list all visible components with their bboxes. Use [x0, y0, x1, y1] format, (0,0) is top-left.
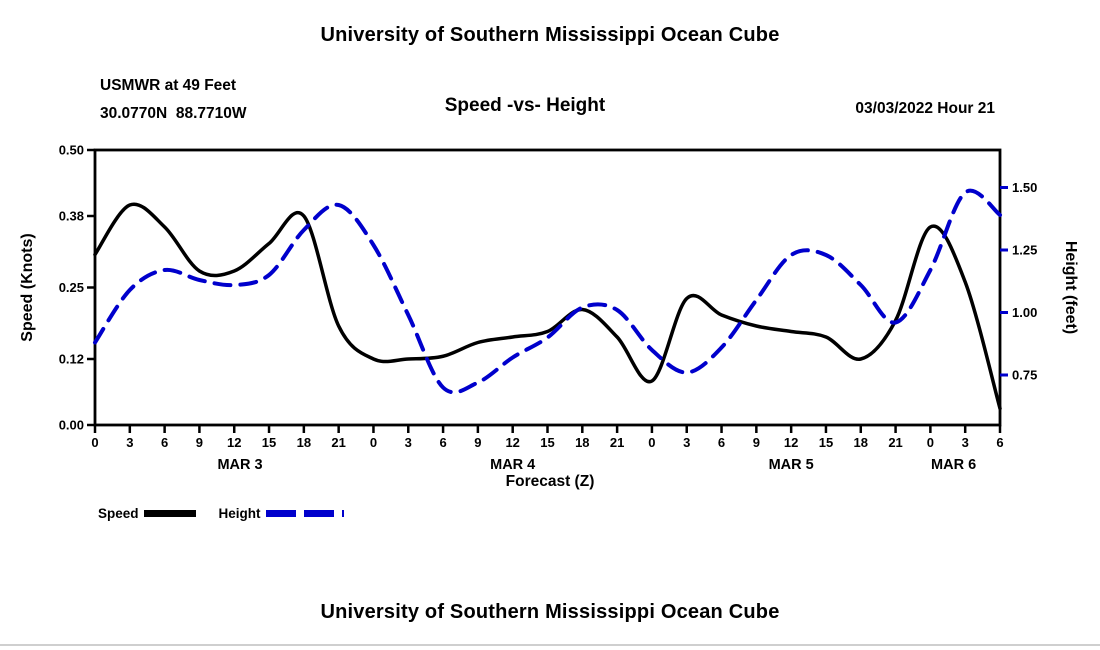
- svg-text:0: 0: [927, 435, 934, 450]
- svg-text:15: 15: [262, 435, 276, 450]
- svg-text:0.00: 0.00: [59, 418, 84, 433]
- svg-text:12: 12: [505, 435, 519, 450]
- svg-text:18: 18: [854, 435, 868, 450]
- station-info: USMWR at 49 Feet 30.0770N 88.7710W: [100, 72, 247, 128]
- svg-text:0.50: 0.50: [59, 143, 84, 158]
- svg-text:15: 15: [819, 435, 833, 450]
- svg-text:15: 15: [540, 435, 554, 450]
- svg-text:9: 9: [474, 435, 481, 450]
- svg-text:12: 12: [784, 435, 798, 450]
- x-axis-label: Forecast (Z): [505, 473, 595, 490]
- svg-text:0.38: 0.38: [59, 209, 84, 224]
- svg-text:3: 3: [962, 435, 969, 450]
- bottom-page-title: University of Southern Mississippi Ocean…: [320, 601, 780, 623]
- svg-text:0.12: 0.12: [59, 352, 84, 367]
- station-coordinates: 30.0770N 88.7710W: [100, 105, 247, 122]
- svg-text:0: 0: [370, 435, 377, 450]
- svg-text:Height (feet): Height (feet): [1062, 241, 1079, 334]
- svg-text:0: 0: [91, 435, 98, 450]
- svg-text:9: 9: [753, 435, 760, 450]
- legend-speed-label: Speed: [98, 506, 139, 521]
- legend-height-swatch: [265, 510, 344, 517]
- station-name: USMWR at 49 Feet: [100, 77, 237, 94]
- svg-text:6: 6: [718, 435, 725, 450]
- svg-text:18: 18: [575, 435, 589, 450]
- svg-text:6: 6: [161, 435, 168, 450]
- chart-title: Speed -vs- Height: [444, 95, 606, 116]
- page-title: University of Southern Mississippi Ocean…: [320, 24, 780, 46]
- svg-text:MAR 4: MAR 4: [490, 457, 535, 473]
- svg-text:1.25: 1.25: [1012, 243, 1037, 258]
- bottom-divider: [0, 644, 1100, 646]
- svg-text:6: 6: [439, 435, 446, 450]
- svg-text:6: 6: [996, 435, 1003, 450]
- svg-text:9: 9: [196, 435, 203, 450]
- svg-text:21: 21: [331, 435, 345, 450]
- legend-height-label: Height: [218, 506, 261, 521]
- legend-speed-swatch: [143, 510, 196, 517]
- svg-text:0.25: 0.25: [59, 280, 84, 295]
- svg-text:MAR 3: MAR 3: [217, 457, 262, 473]
- svg-text:21: 21: [610, 435, 624, 450]
- svg-text:3: 3: [405, 435, 412, 450]
- svg-text:Speed (Knots): Speed (Knots): [19, 233, 36, 341]
- svg-text:18: 18: [297, 435, 311, 450]
- svg-text:1.50: 1.50: [1012, 180, 1037, 195]
- forecast-datetime: 03/03/2022 Hour 21: [855, 100, 995, 117]
- svg-text:0: 0: [648, 435, 655, 450]
- svg-text:0.75: 0.75: [1012, 368, 1037, 383]
- svg-text:3: 3: [683, 435, 690, 450]
- svg-text:21: 21: [888, 435, 902, 450]
- svg-text:1.00: 1.00: [1012, 305, 1037, 320]
- svg-text:MAR 5: MAR 5: [769, 457, 814, 473]
- svg-text:MAR 6: MAR 6: [931, 457, 976, 473]
- chart-legend: Speed Height: [98, 506, 344, 521]
- svg-text:3: 3: [126, 435, 133, 450]
- svg-text:12: 12: [227, 435, 241, 450]
